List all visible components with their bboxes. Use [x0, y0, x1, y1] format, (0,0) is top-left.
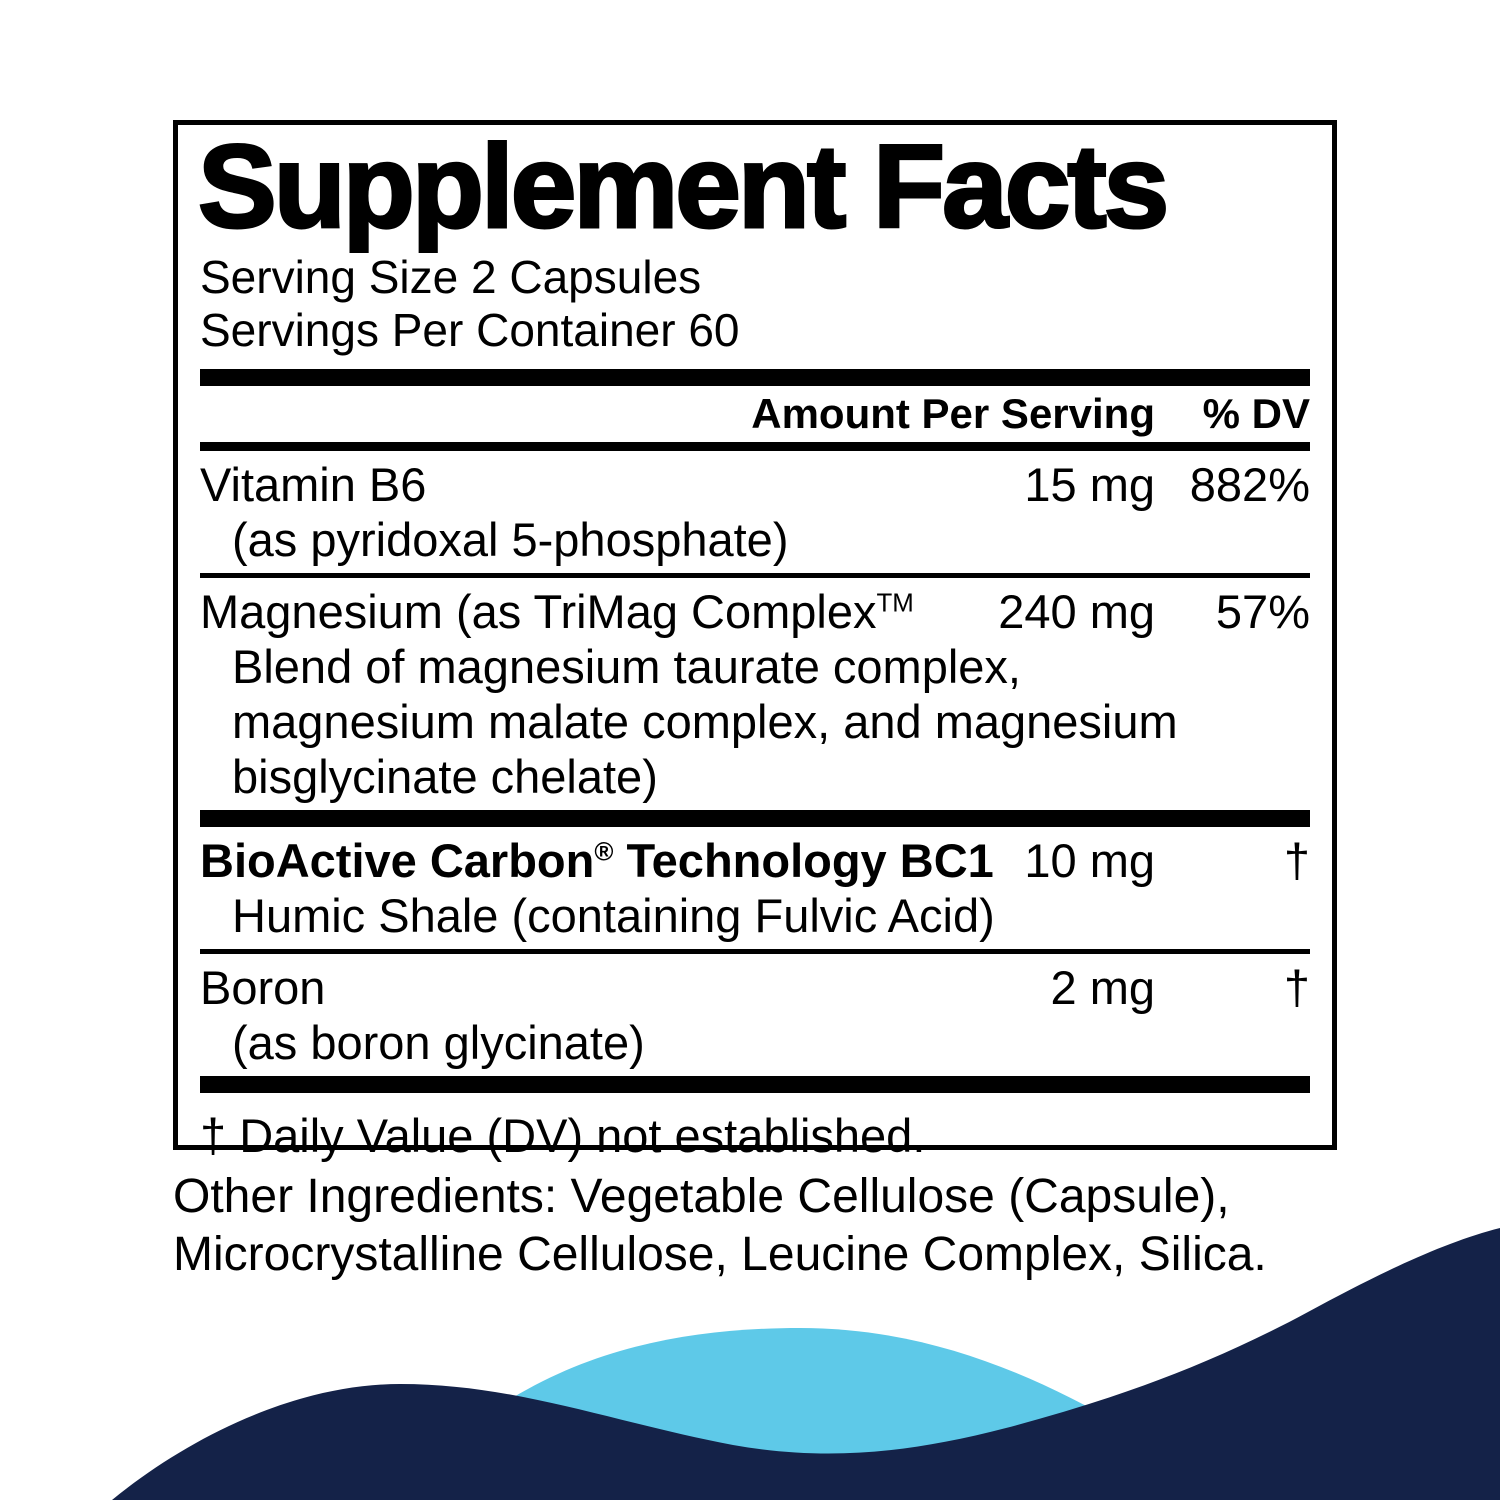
nutrient-name: BioActive Carbon® Technology BC1 — [200, 834, 994, 887]
trademark-symbol: TM — [876, 589, 914, 618]
navy-wave — [112, 1228, 1500, 1500]
nutrient-dv: † — [1283, 961, 1310, 1014]
nutrient-row-vitamin-b6: Vitamin B6 15 mg 882% (as pyridoxal 5-ph… — [200, 457, 1310, 567]
nutrient-name: Magnesium (as TriMag ComplexTM — [200, 585, 914, 638]
nutrient-amount: 10 mg — [1024, 834, 1155, 887]
nutrient-dv: 57% — [1215, 585, 1310, 638]
nutrient-detail: (as boron glycinate) — [232, 1016, 645, 1069]
amount-per-serving-header: Amount Per Serving — [751, 390, 1155, 437]
nutrient-row-bioactive-carbon: BioActive Carbon® Technology BC1 10 mg †… — [200, 833, 1310, 943]
registered-symbol: ® — [594, 838, 614, 867]
nutrient-row-boron: Boron 2 mg † (as boron glycinate) — [200, 960, 1310, 1070]
serving-info: Serving Size 2 Capsules Servings Per Con… — [200, 251, 1310, 357]
column-headers: Amount Per Serving % DV — [200, 386, 1310, 442]
supplement-facts-panel: Supplement Facts Serving Size 2 Capsules… — [173, 120, 1337, 1162]
nutrient-name: Vitamin B6 — [200, 458, 427, 511]
nutrient-detail: Blend of magnesium taurate complex, — [232, 640, 1021, 693]
dv-footnote: † Daily Value (DV) not established. — [200, 1109, 926, 1162]
nutrient-row-magnesium: Magnesium (as TriMag ComplexTM 240 mg 57… — [200, 584, 1310, 804]
divider-thin-1 — [200, 573, 1310, 578]
other-ingredients: Other Ingredients: Vegetable Cellulose (… — [173, 1168, 1363, 1284]
nutrient-detail: magnesium malate complex, and magnesium — [232, 695, 1178, 748]
nutrient-dv: 882% — [1189, 458, 1310, 511]
divider-heavy-mid — [200, 810, 1310, 827]
nutrient-name: Boron — [200, 961, 326, 1014]
divider-heavy-bottom — [200, 1076, 1310, 1093]
divider-heavy-top — [200, 369, 1310, 386]
percent-dv-header: % DV — [1202, 390, 1310, 437]
divider-thin-2 — [200, 949, 1310, 954]
wave-decoration — [112, 1228, 1500, 1500]
nutrient-detail: Humic Shale (containing Fulvic Acid) — [232, 889, 995, 942]
divider-medium — [200, 442, 1310, 451]
nutrient-detail: bisglycinate chelate) — [232, 750, 658, 803]
other-ingredients-line-1: Other Ingredients: Vegetable Cellulose (… — [173, 1170, 1230, 1223]
servings-per-container: Servings Per Container 60 — [200, 304, 740, 356]
other-ingredients-line-2: Microcrystalline Cellulose, Leucine Comp… — [173, 1228, 1267, 1281]
nutrient-amount: 240 mg — [998, 585, 1155, 638]
nutrient-amount: 15 mg — [1024, 458, 1155, 511]
nutrient-dv: † — [1283, 834, 1310, 887]
panel-title: Supplement Facts — [197, 121, 1171, 253]
nutrient-detail: (as pyridoxal 5-phosphate) — [232, 513, 789, 566]
serving-size: Serving Size 2 Capsules — [200, 251, 702, 303]
nutrient-amount: 2 mg — [1050, 961, 1156, 1014]
